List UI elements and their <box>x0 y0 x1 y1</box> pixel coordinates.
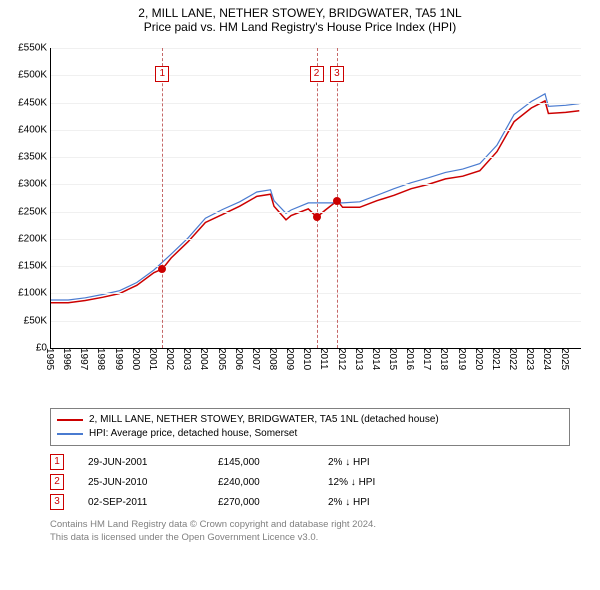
x-tick-label: 2025 <box>559 348 570 370</box>
legend-label: HPI: Average price, detached house, Some… <box>89 427 297 441</box>
y-tick-label: £50K <box>24 315 51 326</box>
sale-marker <box>313 213 321 221</box>
chart-title: 2, MILL LANE, NETHER STOWEY, BRIDGWATER,… <box>0 0 600 20</box>
sale-row: 3 02-SEP-2011£270,0002% ↓ HPI <box>50 492 570 512</box>
x-tick-label: 1999 <box>113 348 124 370</box>
sale-row: 1 29-JUN-2001£145,0002% ↓ HPI <box>50 452 570 472</box>
sale-price: £145,000 <box>218 457 328 468</box>
x-tick-label: 2000 <box>130 348 141 370</box>
sale-marker <box>333 197 341 205</box>
x-tick-label: 2007 <box>250 348 261 370</box>
sale-vline-badge: 3 <box>330 66 344 82</box>
chart-subtitle: Price paid vs. HM Land Registry's House … <box>0 20 600 38</box>
sale-vline-badge: 1 <box>155 66 169 82</box>
legend: 2, MILL LANE, NETHER STOWEY, BRIDGWATER,… <box>50 408 570 446</box>
legend-swatch <box>57 433 83 435</box>
sale-date: 29-JUN-2001 <box>88 457 218 468</box>
y-tick-label: £100K <box>18 288 51 299</box>
y-tick-label: £450K <box>18 97 51 108</box>
sales-table: 129-JUN-2001£145,0002% ↓ HPI225-JUN-2010… <box>50 452 570 512</box>
y-tick-label: £350K <box>18 152 51 163</box>
sale-price: £270,000 <box>218 497 328 508</box>
series-hpi <box>51 94 579 300</box>
sale-price: £240,000 <box>218 477 328 488</box>
x-tick-label: 2011 <box>318 348 329 370</box>
x-tick-label: 2018 <box>438 348 449 370</box>
x-tick-label: 2001 <box>147 348 158 370</box>
sale-badge: 2 <box>50 474 64 490</box>
sale-diff: 2% ↓ HPI <box>328 457 438 468</box>
x-tick-label: 1997 <box>78 348 89 370</box>
sale-diff: 12% ↓ HPI <box>328 477 438 488</box>
y-tick-label: £150K <box>18 261 51 272</box>
sale-row: 2 25-JUN-2010£240,00012% ↓ HPI <box>50 472 570 492</box>
x-tick-label: 2015 <box>387 348 398 370</box>
x-tick-label: 2010 <box>301 348 312 370</box>
sale-vline <box>317 48 318 348</box>
y-tick-label: £300K <box>18 179 51 190</box>
footer: Contains HM Land Registry data © Crown c… <box>50 518 570 544</box>
sale-marker <box>158 265 166 273</box>
x-tick-label: 2005 <box>216 348 227 370</box>
x-tick-label: 2017 <box>421 348 432 370</box>
x-tick-label: 1995 <box>44 348 55 370</box>
legend-item: HPI: Average price, detached house, Some… <box>57 427 563 441</box>
legend-item: 2, MILL LANE, NETHER STOWEY, BRIDGWATER,… <box>57 413 563 427</box>
x-tick-label: 2019 <box>456 348 467 370</box>
y-tick-label: £250K <box>18 206 51 217</box>
x-tick-label: 2020 <box>473 348 484 370</box>
sale-date: 25-JUN-2010 <box>88 477 218 488</box>
x-tick-label: 2004 <box>198 348 209 370</box>
series-property <box>51 101 579 303</box>
footer-line-2: This data is licensed under the Open Gov… <box>50 531 570 544</box>
x-tick-label: 1998 <box>95 348 106 370</box>
x-tick-label: 2006 <box>233 348 244 370</box>
x-tick-label: 2024 <box>541 348 552 370</box>
x-tick-label: 2021 <box>490 348 501 370</box>
sale-badge: 1 <box>50 454 64 470</box>
legend-swatch <box>57 419 83 421</box>
x-tick-label: 2023 <box>524 348 535 370</box>
sale-badge: 3 <box>50 494 64 510</box>
x-tick-label: 2008 <box>267 348 278 370</box>
y-tick-label: £550K <box>18 43 51 54</box>
x-tick-label: 2014 <box>370 348 381 370</box>
chart: £0£50K£100K£150K£200K£250K£300K£350K£400… <box>0 38 600 408</box>
x-tick-label: 2022 <box>507 348 518 370</box>
sale-date: 02-SEP-2011 <box>88 497 218 508</box>
x-tick-label: 1996 <box>61 348 72 370</box>
sale-diff: 2% ↓ HPI <box>328 497 438 508</box>
x-tick-label: 2002 <box>164 348 175 370</box>
sale-vline <box>162 48 163 348</box>
legend-label: 2, MILL LANE, NETHER STOWEY, BRIDGWATER,… <box>89 413 439 427</box>
sale-vline-badge: 2 <box>310 66 324 82</box>
y-tick-label: £400K <box>18 124 51 135</box>
x-tick-label: 2012 <box>336 348 347 370</box>
y-tick-label: £500K <box>18 70 51 81</box>
x-tick-label: 2013 <box>353 348 364 370</box>
x-tick-label: 2016 <box>404 348 415 370</box>
x-tick-label: 2003 <box>181 348 192 370</box>
x-tick-label: 2009 <box>284 348 295 370</box>
plot-area: £0£50K£100K£150K£200K£250K£300K£350K£400… <box>50 48 581 349</box>
footer-line-1: Contains HM Land Registry data © Crown c… <box>50 518 570 531</box>
y-tick-label: £200K <box>18 233 51 244</box>
